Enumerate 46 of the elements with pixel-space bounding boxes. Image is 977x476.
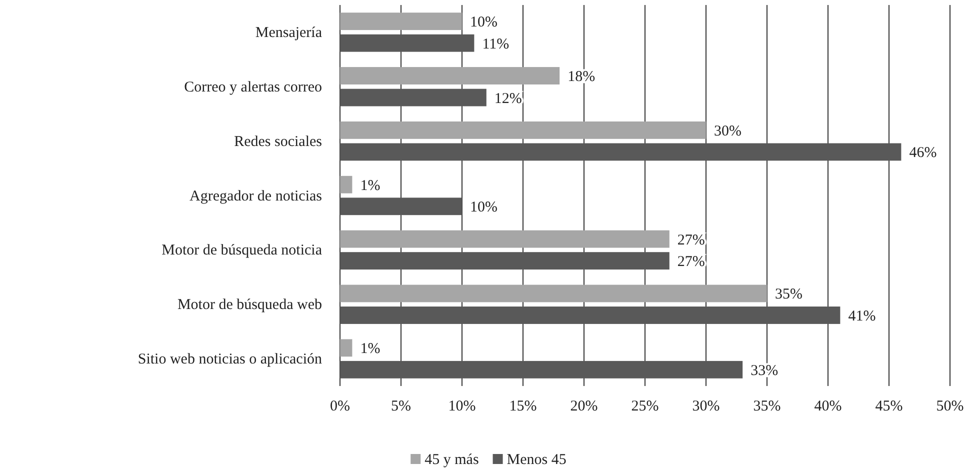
y-tick-label: Redes sociales bbox=[234, 134, 322, 150]
data-label: 46% bbox=[909, 145, 937, 162]
legend-label: Menos 45 bbox=[506, 452, 566, 468]
bar bbox=[340, 284, 767, 302]
x-tick-label: 40% bbox=[814, 398, 842, 415]
data-label: 30% bbox=[714, 123, 742, 140]
bar bbox=[340, 121, 706, 139]
data-label: 10% bbox=[470, 14, 498, 31]
data-label: 27% bbox=[677, 232, 705, 248]
bar bbox=[340, 176, 352, 194]
y-tick-label: Mensajería bbox=[255, 25, 322, 42]
data-label: 1% bbox=[360, 178, 380, 194]
legend-label: 45 y más bbox=[424, 452, 479, 468]
y-tick-label: Motor de búsqueda noticia bbox=[162, 242, 322, 259]
data-label: 41% bbox=[848, 308, 876, 324]
x-tick-label: 45% bbox=[875, 398, 903, 415]
x-tick-label: 20% bbox=[570, 398, 598, 415]
bar bbox=[340, 12, 462, 30]
x-tick-label: 50% bbox=[936, 398, 964, 415]
bar bbox=[340, 306, 840, 324]
x-tick-label: 0% bbox=[330, 398, 350, 415]
data-label: 35% bbox=[775, 286, 802, 303]
bar bbox=[340, 143, 902, 161]
bar bbox=[340, 88, 486, 106]
data-label: 12% bbox=[494, 90, 522, 107]
bar bbox=[340, 339, 352, 357]
x-tick-label: 5% bbox=[391, 398, 411, 415]
data-label: 27% bbox=[677, 254, 705, 270]
x-tick-label: 10% bbox=[448, 398, 476, 415]
y-tick-label: Correo y alertas correo bbox=[184, 79, 322, 96]
data-label: 11% bbox=[482, 36, 510, 52]
bar bbox=[340, 230, 670, 248]
y-tick-label: Agregador de noticias bbox=[190, 188, 322, 204]
data-label: 1% bbox=[360, 341, 380, 358]
data-label: 10% bbox=[470, 200, 498, 216]
y-tick-label: Sitio web noticias o aplicación bbox=[138, 352, 322, 368]
x-tick-label: 30% bbox=[692, 398, 720, 415]
bar bbox=[340, 34, 474, 52]
bar bbox=[340, 198, 462, 216]
bar bbox=[340, 67, 560, 84]
y-tick-label: Motor de búsqueda web bbox=[177, 297, 322, 314]
x-tick-label: 35% bbox=[753, 398, 781, 415]
bar bbox=[340, 360, 743, 378]
x-tick-label: 15% bbox=[509, 398, 537, 415]
bar bbox=[340, 252, 670, 270]
x-tick-label: 25% bbox=[631, 398, 659, 415]
